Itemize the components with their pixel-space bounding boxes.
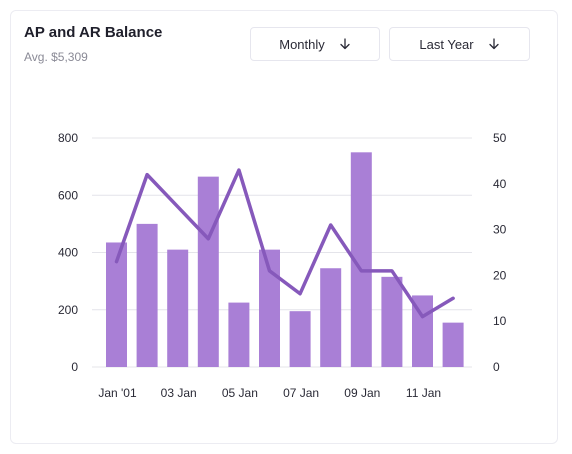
- series-line: [114, 168, 455, 319]
- bar: [228, 302, 250, 367]
- bar: [106, 242, 127, 367]
- y-right-tick-label: 20: [493, 268, 507, 282]
- bar: [320, 268, 342, 367]
- y-left-tick-label: 400: [58, 246, 78, 260]
- average-value: Avg. $5,309: [24, 50, 88, 64]
- y-right-tick-label: 30: [493, 223, 507, 237]
- interval-dropdown[interactable]: Monthly: [250, 27, 380, 61]
- bar: [350, 152, 372, 367]
- interval-dropdown-label: Monthly: [279, 36, 325, 52]
- bar: [136, 223, 158, 367]
- x-tick-label: 03 Jan: [161, 386, 197, 400]
- x-tick-label: 09 Jan: [344, 386, 380, 400]
- x-tick-label: Jan '01: [98, 386, 137, 400]
- bar: [442, 322, 464, 367]
- bar: [259, 249, 280, 367]
- period-dropdown-label: Last Year: [419, 36, 474, 52]
- bar: [289, 311, 311, 367]
- arrow-down-icon: [340, 38, 350, 50]
- x-tick-label: 05 Jan: [222, 386, 258, 400]
- y-left-tick-label: 0: [71, 360, 78, 374]
- chart-card: [10, 10, 558, 444]
- x-tick-label: 11 Jan: [406, 386, 441, 400]
- x-tick-label: 07 Jan: [283, 386, 319, 400]
- bar: [381, 276, 403, 367]
- y-left-tick-label: 800: [58, 131, 78, 145]
- y-left-tick-label: 600: [58, 188, 78, 202]
- arrow-down-icon: [488, 38, 499, 50]
- bar: [167, 249, 189, 367]
- period-dropdown[interactable]: Last Year: [389, 27, 530, 61]
- y-right-tick-label: 0: [493, 360, 500, 374]
- chart-title: AP and AR Balance: [24, 24, 163, 41]
- y-right-tick-label: 50: [493, 131, 507, 145]
- y-right-tick-label: 10: [493, 314, 507, 328]
- y-right-tick-label: 40: [493, 177, 507, 191]
- bar: [197, 176, 219, 367]
- y-left-tick-label: 200: [58, 303, 78, 317]
